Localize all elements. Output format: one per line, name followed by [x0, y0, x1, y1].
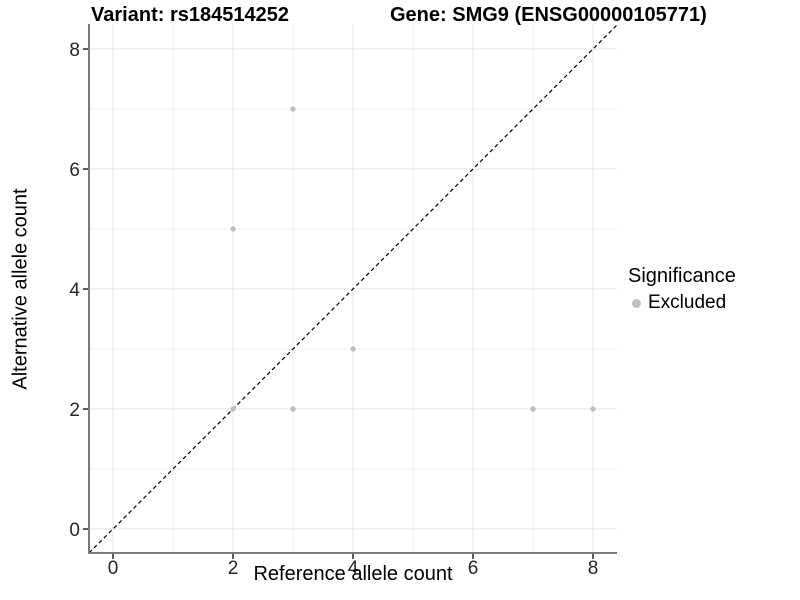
x-tick-label: 8	[588, 558, 599, 579]
x-tick-label: 2	[228, 558, 239, 579]
legend: Significance Excluded	[628, 265, 798, 314]
y-tick-label: 8	[69, 40, 80, 61]
data-point	[290, 406, 296, 412]
y-tick-label: 4	[69, 280, 80, 301]
data-point	[590, 406, 596, 412]
plot-title-gene: Gene: SMG9 (ENSG00000105771)	[390, 4, 707, 26]
data-point	[530, 406, 536, 412]
data-point	[230, 226, 236, 232]
y-tick-label: 6	[69, 160, 80, 181]
data-point	[290, 106, 296, 112]
legend-entry-label: Excluded	[648, 292, 727, 313]
identity-line	[88, 24, 618, 554]
data-point	[350, 346, 356, 352]
legend-entry-excluded: Excluded	[628, 292, 798, 314]
x-tick-label: 4	[348, 558, 359, 579]
y-tick-label: 0	[69, 520, 80, 541]
legend-title: Significance	[628, 265, 736, 287]
legend-key-dot	[632, 298, 641, 308]
y-axis-title: Alternative allele count	[9, 188, 32, 390]
plot-title-variant: Variant: rs184514252	[91, 4, 289, 26]
x-axis-title: Reference allele count	[253, 563, 453, 585]
x-tick-label: 0	[108, 558, 119, 579]
y-tick-label: 2	[69, 400, 80, 421]
x-tick-label: 6	[468, 558, 479, 579]
data-point	[230, 406, 236, 412]
